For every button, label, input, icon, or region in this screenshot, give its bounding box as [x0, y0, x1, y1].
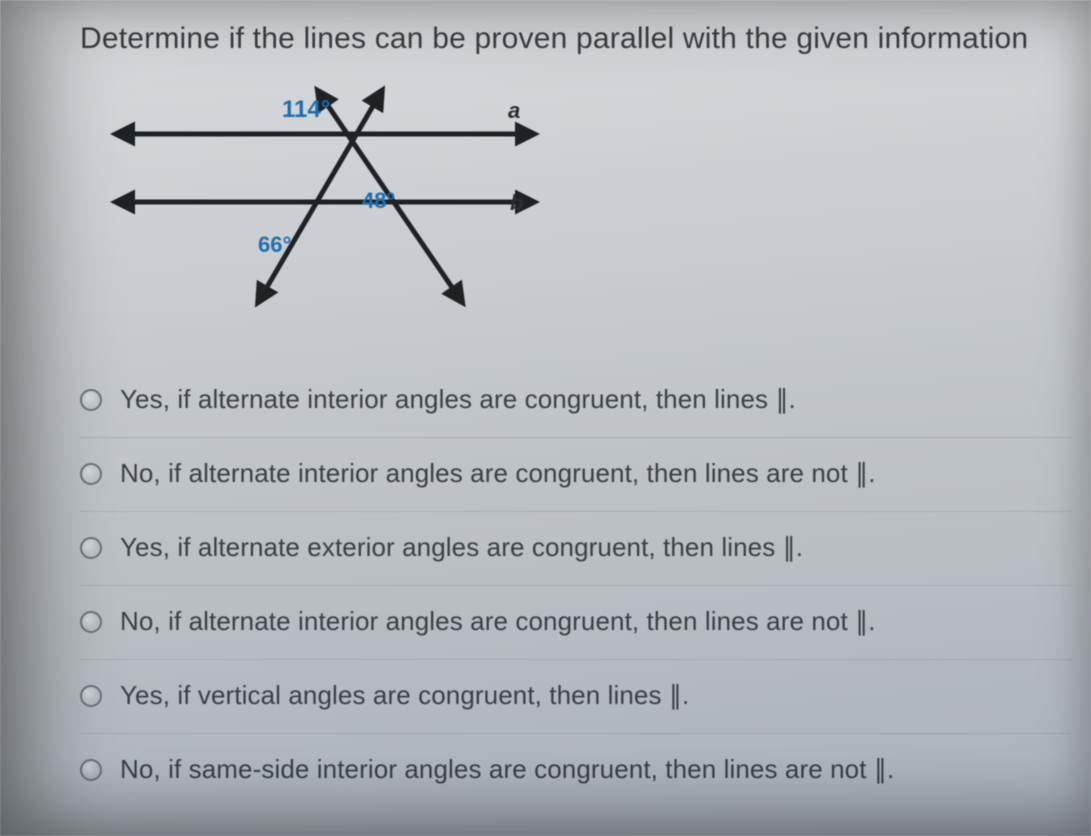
answer-option[interactable]: Yes, if alternate interior angles are co…	[80, 364, 1071, 438]
answer-option[interactable]: Yes, if vertical angles are congruent, t…	[80, 660, 1071, 734]
option-text: No, if alternate interior angles are con…	[120, 606, 876, 637]
option-text: No, if alternate interior angles are con…	[120, 458, 876, 489]
radio-icon	[80, 759, 102, 781]
option-text: No, if same-side interior angles are con…	[120, 754, 894, 785]
question-text: Determine if the lines can be proven par…	[80, 22, 1071, 56]
line-label-a: a	[508, 98, 520, 124]
option-text: Yes, if alternate exterior angles are co…	[120, 532, 803, 563]
radio-icon	[80, 537, 102, 559]
radio-icon	[80, 389, 102, 411]
answer-options: Yes, if alternate interior angles are co…	[80, 364, 1071, 807]
answer-option[interactable]: Yes, if alternate exterior angles are co…	[80, 512, 1071, 586]
radio-icon	[80, 685, 102, 707]
answer-option[interactable]: No, if alternate interior angles are con…	[80, 438, 1071, 512]
angle-label-66: 66°	[258, 232, 291, 258]
angle-label-114: 114°	[282, 96, 330, 124]
answer-option[interactable]: No, if alternate interior angles are con…	[80, 586, 1071, 660]
radio-icon	[80, 611, 102, 633]
line-label-b: b	[510, 190, 523, 216]
angle-label-48: 48°	[362, 188, 395, 214]
option-text: Yes, if alternate interior angles are co…	[120, 384, 796, 415]
radio-icon	[80, 463, 102, 485]
option-text: Yes, if vertical angles are congruent, t…	[120, 680, 689, 711]
parallel-lines-diagram: 114° a b 48° 66°	[110, 84, 590, 314]
answer-option[interactable]: No, if same-side interior angles are con…	[80, 734, 1071, 807]
